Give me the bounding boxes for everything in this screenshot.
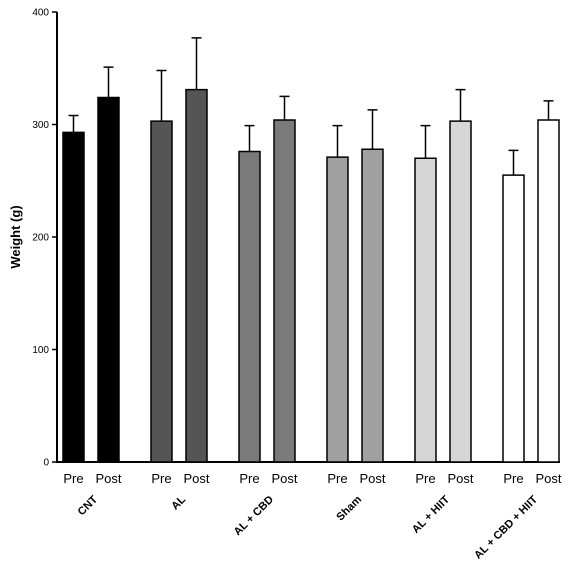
y-tick-label: 0 — [43, 458, 49, 469]
group-label: CNT — [76, 493, 101, 518]
y-tick-label: 200 — [32, 233, 49, 244]
bar-label-post: Post — [359, 471, 385, 486]
bar-label-post: Post — [447, 471, 473, 486]
bar-pre — [150, 120, 173, 463]
bar-pre — [62, 131, 85, 463]
bar-post — [361, 148, 384, 463]
bar-post — [537, 119, 560, 463]
bar-post — [449, 120, 472, 463]
group-label: AL + CBD + HIIT — [472, 493, 540, 561]
group-label: AL + HIIT — [410, 493, 452, 535]
bar-label-post: Post — [271, 471, 297, 486]
bar-pre — [326, 156, 349, 463]
bar-post — [97, 96, 120, 463]
bar-label-pre: Pre — [239, 471, 259, 486]
error-bars — [68, 37, 554, 176]
group-label: AL — [169, 493, 188, 512]
bar-pre — [502, 174, 525, 463]
bar-label-post: Post — [183, 471, 209, 486]
x-axis-labels: Pre Post CNT Pre Post AL Pre Post AL + CBD Pre Pos… — [63, 471, 562, 562]
y-tick-label: 300 — [32, 120, 49, 131]
bar-label-pre: Pre — [327, 471, 347, 486]
bar-label-pre: Pre — [503, 471, 523, 486]
bar-label-post: Post — [535, 471, 561, 486]
bars — [62, 88, 560, 463]
group-label: AL + CBD — [232, 494, 276, 538]
y-axis: 0 100 200 300 400 — [32, 8, 560, 469]
bar-label-pre: Pre — [151, 471, 171, 486]
bar-label-post: Post — [95, 471, 121, 486]
bar-pre — [238, 150, 261, 463]
group-label: Sham — [334, 493, 364, 523]
bar-pre — [414, 157, 437, 463]
bar-post — [185, 88, 208, 463]
y-tick-label: 400 — [32, 8, 49, 19]
bar-label-pre: Pre — [63, 471, 83, 486]
y-tick-label: 100 — [32, 345, 49, 356]
bar-post — [273, 119, 296, 463]
bar-label-pre: Pre — [415, 471, 435, 486]
y-axis-label: Weight (g) — [8, 205, 23, 268]
